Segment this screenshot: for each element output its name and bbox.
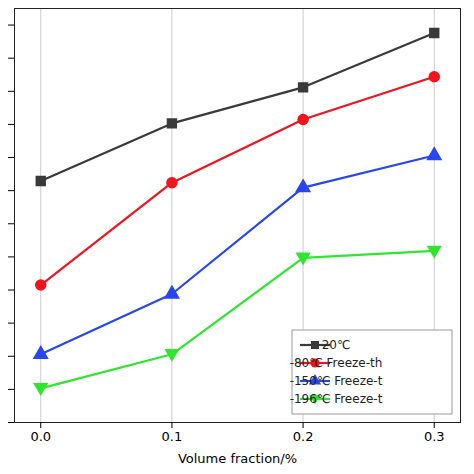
svg-text:0.2: 0.2 [293,429,314,444]
svg-text:-196℃ Freeze-t: -196℃ Freeze-t [290,392,383,406]
svg-text:0.1: 0.1 [162,429,183,444]
svg-text:Volume fraction/%: Volume fraction/% [178,451,297,466]
svg-text:0.3: 0.3 [424,429,445,444]
svg-text:20℃: 20℃ [322,338,351,352]
svg-text:0.0: 0.0 [30,429,51,444]
svg-text:-80℃ Freeze-th: -80℃ Freeze-th [290,356,383,370]
svg-text:-150℃ Freeze-t: -150℃ Freeze-t [290,374,383,388]
